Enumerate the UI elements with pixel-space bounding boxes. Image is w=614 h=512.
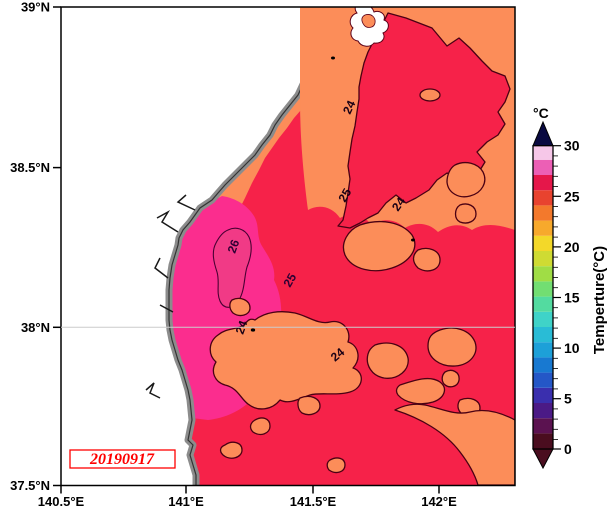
svg-text:°C: °C [533,105,549,121]
svg-text:37.5°N: 37.5°N [10,478,50,493]
svg-text:39°N: 39°N [21,0,50,15]
svg-text:141.5°E: 141.5°E [290,494,337,509]
svg-text:5: 5 [564,391,572,407]
svg-text:15: 15 [564,290,580,306]
svg-text:10: 10 [564,340,580,356]
svg-text:20190917: 20190917 [89,451,155,468]
svg-text:Temperture(°C): Temperture(°C) [591,246,608,354]
svg-text:142°E: 142°E [421,494,457,509]
svg-text:38°N: 38°N [21,320,50,335]
svg-text:141°E: 141°E [168,494,204,509]
svg-text:20: 20 [564,239,580,255]
svg-text:38.5°N: 38.5°N [10,160,50,175]
svg-text:25: 25 [564,188,580,204]
svg-text:0: 0 [564,441,572,457]
svg-text:140.5°E: 140.5°E [38,494,85,509]
svg-text:30: 30 [564,138,580,154]
